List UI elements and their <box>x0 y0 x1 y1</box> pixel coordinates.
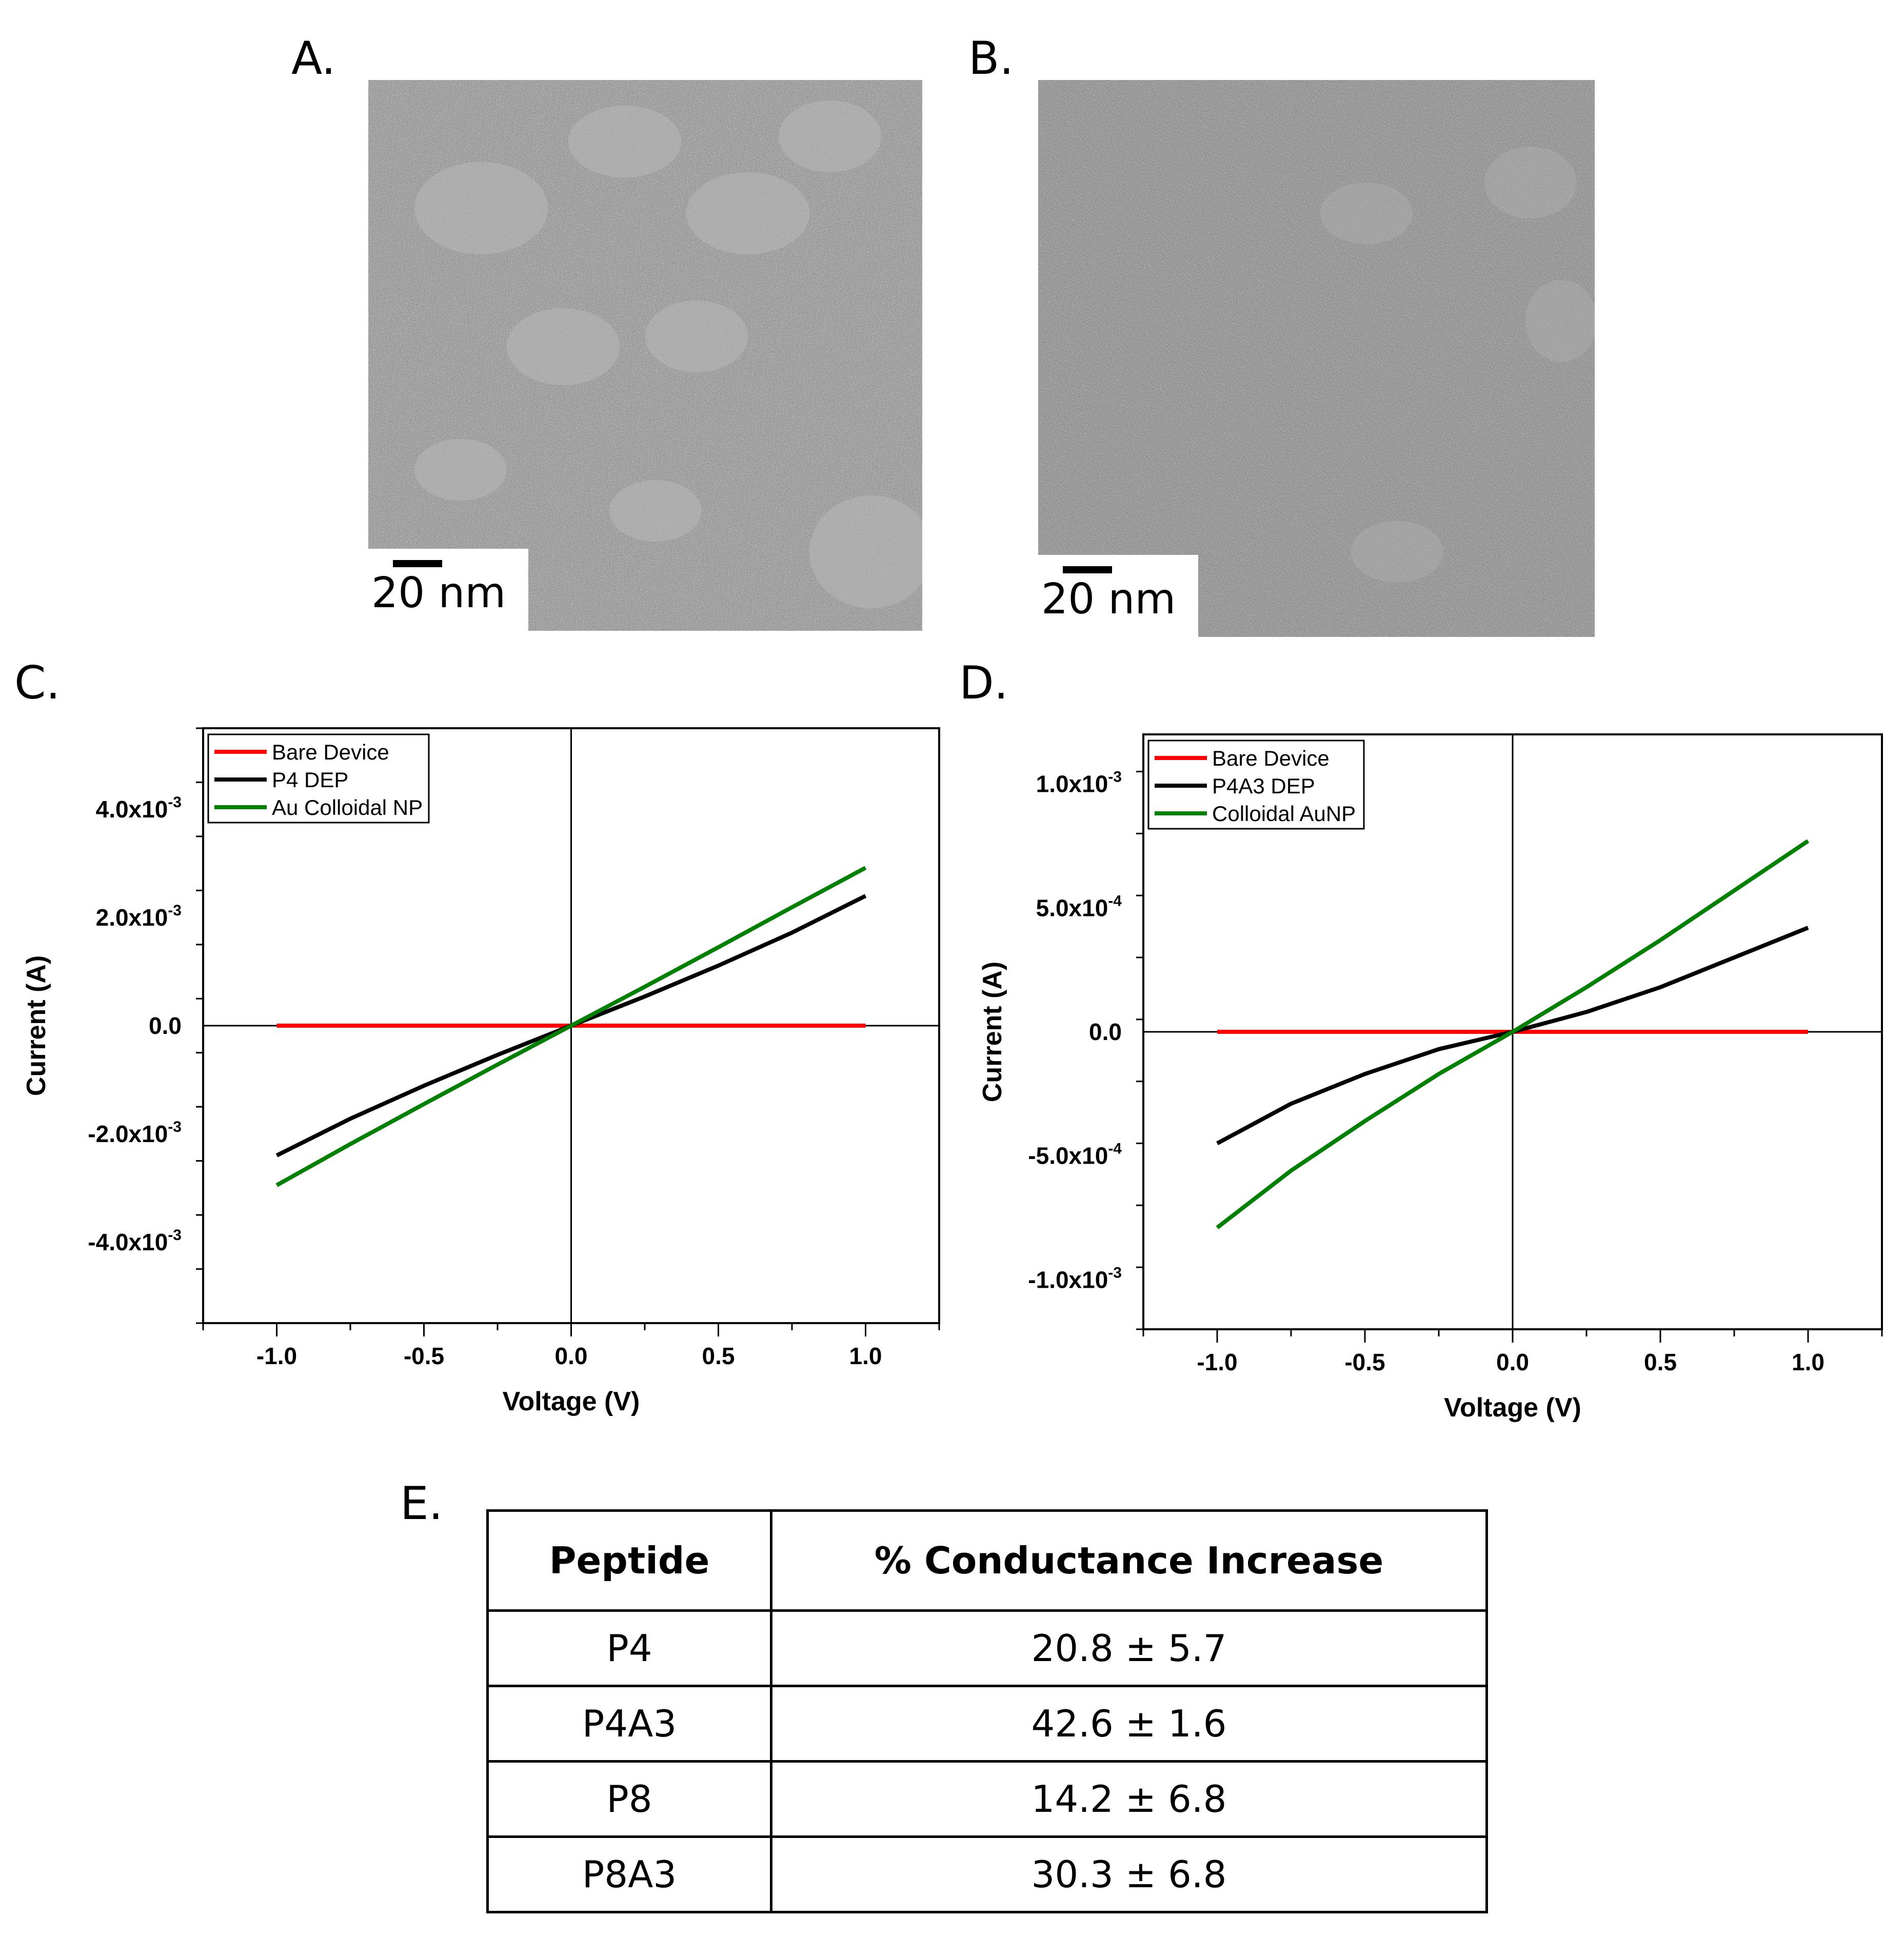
y-tick-label: 2.0x10-3 <box>96 902 182 931</box>
scale-bar-label-b: 20 nm <box>1041 575 1176 624</box>
chart-d: -1.0 -0.5 0.0 0.5 1.0 -1.0x10-3 -5.0x10-4 0.0 5.… <box>949 708 1904 1446</box>
tem-texture-b <box>1038 80 1595 637</box>
y-axis-label: Current (A) <box>22 955 51 1096</box>
table-row: P8A3 30.3 ± 6.8 <box>486 1835 1488 1913</box>
panel-d-label: D. <box>959 656 1008 709</box>
legend-entry: Au Colloidal NP <box>272 795 423 820</box>
y-tick-label: -4.0x10-3 <box>88 1227 182 1255</box>
x-tick-label: 0.5 <box>702 1343 735 1369</box>
x-tick-label: 1.0 <box>849 1343 882 1369</box>
header-peptide: Peptide <box>486 1509 772 1612</box>
table-row: P4A3 42.6 ± 1.6 <box>486 1685 1488 1763</box>
cell-conductance: 14.2 ± 6.8 <box>770 1760 1488 1838</box>
y-tick-label: 1.0x10-3 <box>1036 769 1122 797</box>
iv-plot-c: -1.0 -0.5 0.0 0.5 1.0 -4.0x10-3 -2.0x10-3 0.0 2.… <box>22 727 940 1416</box>
panel-c-label: C. <box>14 656 61 709</box>
panel-a-label: A. <box>291 32 336 85</box>
conductance-table-wrap: Peptide % Conductance Increase P4 20.8 ±… <box>486 1509 1488 1913</box>
cell-peptide: P4 <box>486 1609 772 1687</box>
scale-bar-label-a: 20 nm <box>371 569 506 617</box>
x-tick-label: -0.5 <box>404 1343 444 1369</box>
y-tick-label: 0.0 <box>1089 1018 1122 1045</box>
x-tick-label: 1.0 <box>1792 1349 1824 1375</box>
cell-peptide: P4A3 <box>486 1685 772 1763</box>
cell-peptide: P8A3 <box>486 1835 772 1913</box>
legend-entry: Bare Device <box>272 740 389 764</box>
y-tick-label: 5.0x10-4 <box>1036 892 1122 921</box>
y-tick-label: 0.0 <box>149 1012 182 1039</box>
tem-texture-a <box>368 80 922 631</box>
series-line-au-colloidal-np <box>275 866 867 1187</box>
x-tick-label: -1.0 <box>1197 1349 1237 1375</box>
legend-entry: P4 DEP <box>272 768 348 792</box>
scale-bar-b <box>1063 566 1112 573</box>
scale-bar-box-b: 20 nm <box>1038 555 1198 637</box>
y-tick-label: -2.0x10-3 <box>88 1118 182 1147</box>
scale-bar-box-a: 20 nm <box>368 549 528 631</box>
x-tick-label: -0.5 <box>1344 1349 1385 1375</box>
chart-c: -1.0 -0.5 0.0 0.5 1.0 -4.0x10-3 -2.0x10-3 0.0 2.… <box>0 708 954 1436</box>
y-tick-label: -5.0x10-4 <box>1028 1141 1122 1169</box>
legend: Bare Device P4 DEP Au Colloidal NP <box>207 733 430 824</box>
table-row: P4 20.8 ± 5.7 <box>486 1609 1488 1687</box>
header-conductance: % Conductance Increase <box>770 1509 1488 1612</box>
cell-peptide: P8 <box>486 1760 772 1838</box>
iv-plot-d: -1.0 -0.5 0.0 0.5 1.0 -1.0x10-3 -5.0x10-4 0.0 5.… <box>978 733 1883 1423</box>
series-line-colloidal-aunp <box>1216 839 1810 1229</box>
x-axis-label: Voltage (V) <box>503 1387 640 1416</box>
y-axis-label: Current (A) <box>978 962 1007 1102</box>
legend-entry: Colloidal AuNP <box>1212 802 1356 826</box>
tem-image-a: 20 nm <box>368 80 922 631</box>
legend-entry: Bare Device <box>1212 746 1330 770</box>
y-tick-label: -1.0x10-3 <box>1028 1264 1122 1293</box>
table-header-row: Peptide % Conductance Increase <box>486 1509 1488 1612</box>
x-tick-label: 0.5 <box>1644 1349 1677 1375</box>
y-tick-label: 4.0x10-3 <box>96 794 182 823</box>
table-row: P8 14.2 ± 6.8 <box>486 1760 1488 1838</box>
x-tick-label: 0.0 <box>555 1343 588 1369</box>
panel-e-label: E. <box>400 1477 443 1530</box>
x-tick-label: -1.0 <box>256 1343 297 1369</box>
panel-b-label: B. <box>968 32 1014 85</box>
x-tick-label: 0.0 <box>1496 1349 1529 1375</box>
legend: Bare Device P4A3 DEP Colloidal AuNP <box>1147 740 1365 830</box>
scale-bar-a <box>393 560 442 567</box>
conductance-table: Peptide % Conductance Increase P4 20.8 ±… <box>486 1509 1488 1913</box>
legend-entry: P4A3 DEP <box>1212 774 1315 798</box>
cell-conductance: 20.8 ± 5.7 <box>770 1609 1488 1687</box>
x-axis-label: Voltage (V) <box>1444 1393 1581 1423</box>
cell-conductance: 30.3 ± 6.8 <box>770 1835 1488 1913</box>
cell-conductance: 42.6 ± 1.6 <box>770 1685 1488 1763</box>
tem-image-b: 20 nm <box>1038 80 1595 637</box>
